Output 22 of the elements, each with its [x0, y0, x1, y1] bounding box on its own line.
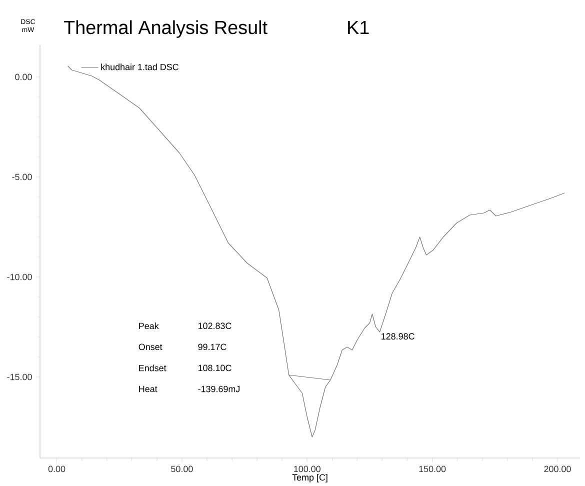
y-tick-label: -15.00: [7, 374, 32, 380]
x-tick-label: 0.00: [48, 466, 66, 472]
x-axis-title: Temp [C]: [292, 474, 328, 483]
annotation: 128.98C: [382, 333, 414, 340]
annotation: Peak: [139, 322, 159, 330]
y-tick-label: -5.00: [12, 174, 32, 180]
chart-subtitle: K1: [348, 21, 369, 34]
annotation: 108.10C: [198, 364, 232, 372]
x-tick-label: 50.00: [171, 466, 193, 472]
legend-label: khudhair 1.tad DSC: [101, 64, 178, 70]
annotation: Endset: [139, 364, 166, 372]
y-tick-label: 0.00: [15, 74, 32, 80]
annotation: -139.69mJ: [198, 386, 240, 392]
annotation: 99.17C: [198, 344, 226, 350]
annotation: Heat: [139, 386, 158, 392]
x-tick-label: 200.00: [544, 466, 571, 472]
annotation: Onset: [138, 344, 162, 350]
annotation: 102.83C: [198, 322, 232, 330]
x-tick-label: 150.00: [419, 466, 446, 472]
y-tick-label: -10.00: [7, 274, 32, 280]
chart-title: Thermal Analysis Result: [64, 20, 268, 38]
x-tick-label: 100.00: [294, 466, 320, 472]
